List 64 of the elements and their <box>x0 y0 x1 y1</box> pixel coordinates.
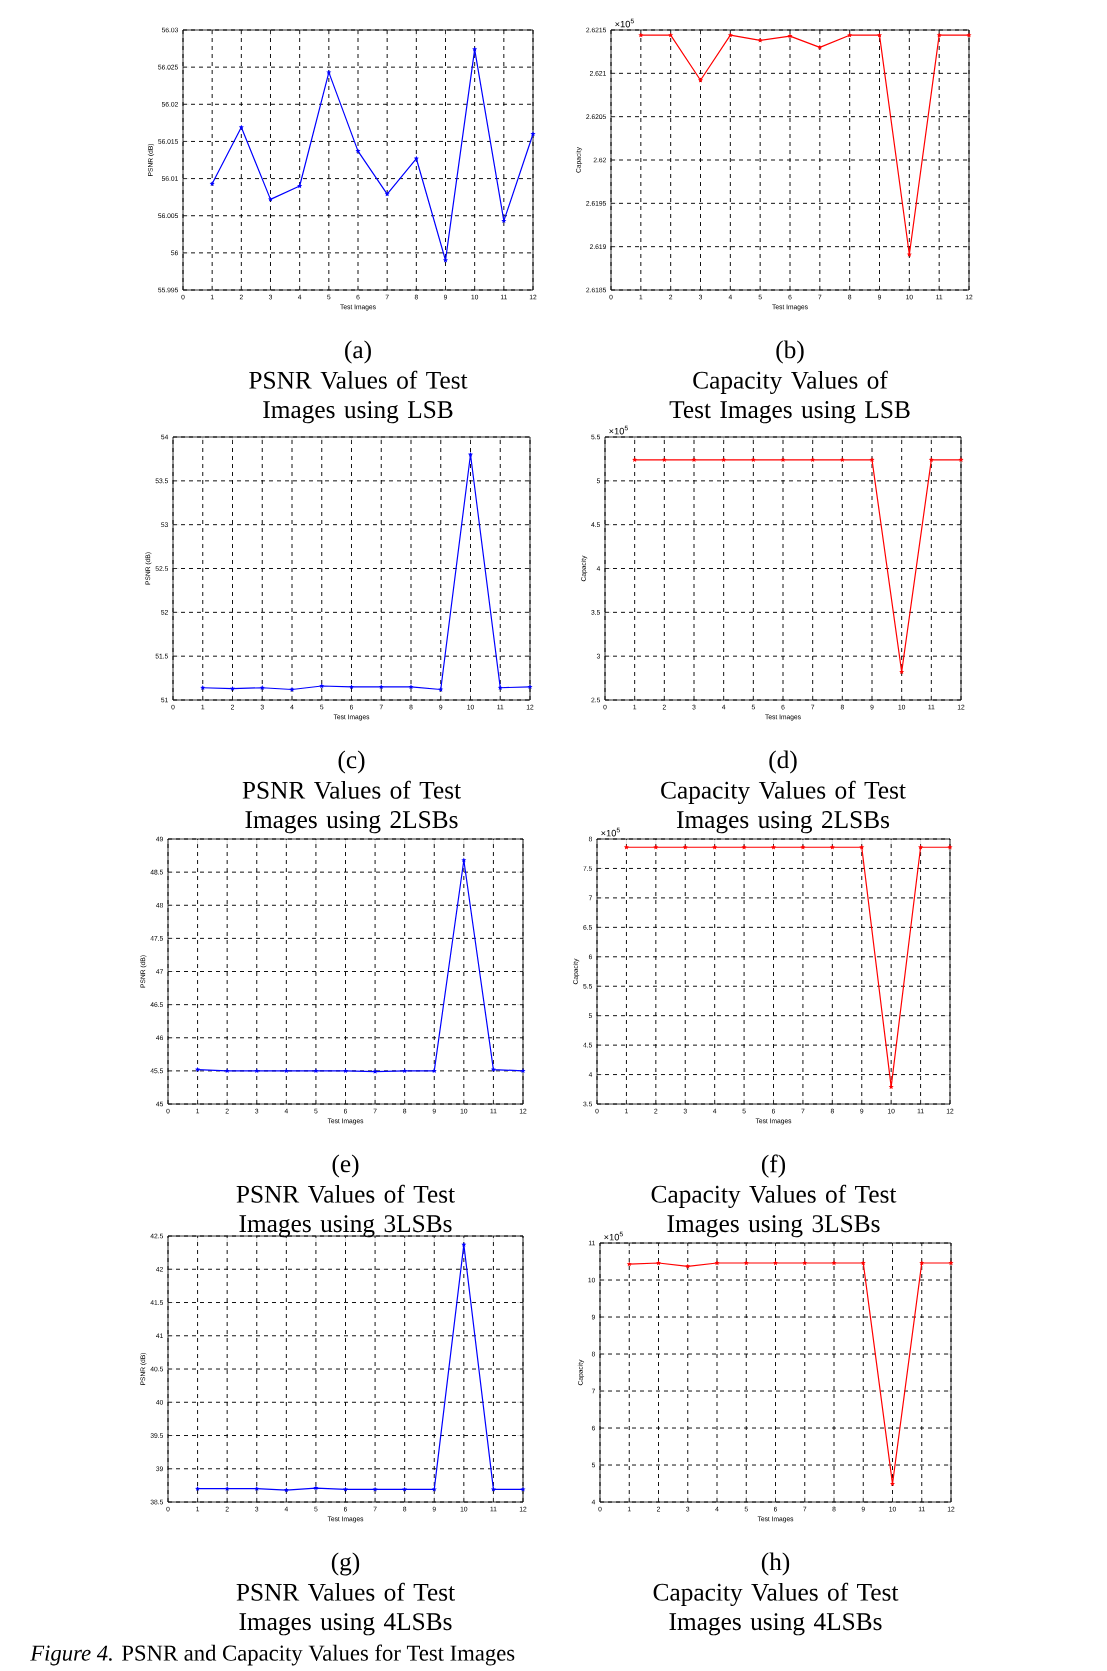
point <box>326 69 332 75</box>
point <box>697 77 704 83</box>
text: PSNR Values of Test Images using 2LSBs <box>242 780 461 834</box>
point <box>501 218 507 224</box>
point <box>402 1068 408 1074</box>
point <box>461 857 467 863</box>
text: (c) <box>338 750 365 774</box>
point <box>727 32 733 38</box>
point <box>267 196 274 202</box>
text: Capacity Values of Test Images using LSB <box>669 370 910 424</box>
point <box>384 191 390 197</box>
text: PSNR Values of Test Images using LSB <box>249 370 468 424</box>
text: ×10$^{5}$ <box>615 18 634 28</box>
point <box>685 1263 691 1269</box>
point <box>638 32 644 38</box>
text: ×10$^{5}$ <box>601 827 620 837</box>
text: (e) <box>332 1154 359 1178</box>
point <box>297 183 303 189</box>
text: (b) <box>776 340 804 364</box>
point <box>402 1486 408 1492</box>
text: (f) <box>761 1154 786 1178</box>
point <box>472 46 478 52</box>
point <box>490 1486 496 1492</box>
point <box>847 32 853 38</box>
text: ×10$^{5}$ <box>609 425 628 435</box>
point <box>919 1260 925 1266</box>
text: Capacity Values of Test Images using 4LSBs <box>653 1582 899 1636</box>
point <box>626 1261 632 1267</box>
text: PSNR Values of Test Images using 4LSBs <box>236 1582 455 1636</box>
text: Figure 4. PSNR and Capacity Values for Test Images <box>30 1644 515 1666</box>
text: Capacity Values of Test Images using 2LSBs <box>661 780 906 834</box>
point <box>372 1068 378 1074</box>
text: ×10$^{5}$ <box>604 1231 623 1241</box>
point <box>342 1068 349 1074</box>
point <box>772 1260 779 1266</box>
point <box>743 1260 749 1266</box>
point <box>195 1486 201 1491</box>
point <box>289 686 295 692</box>
point <box>668 32 674 38</box>
point <box>431 1486 437 1492</box>
text: (d) <box>769 750 797 774</box>
point <box>860 1260 866 1266</box>
point <box>876 32 883 38</box>
point <box>372 1486 378 1492</box>
point <box>431 1068 437 1074</box>
point <box>283 1068 289 1074</box>
text: PSNR Values of Test Images using 3LSBs <box>236 1184 455 1238</box>
text: (h) <box>761 1552 790 1576</box>
point <box>238 124 244 130</box>
point <box>319 683 325 689</box>
point <box>254 1068 260 1074</box>
text: (a) <box>345 340 371 364</box>
point <box>936 32 942 38</box>
point <box>817 44 823 50</box>
point <box>802 1260 808 1266</box>
point <box>283 1487 289 1493</box>
point <box>348 684 355 690</box>
point <box>655 1260 662 1266</box>
point <box>378 684 384 690</box>
point <box>342 1486 349 1492</box>
text: (g) <box>331 1552 360 1576</box>
text: Capacity Values of Test Images using 3LSBs <box>651 1184 897 1238</box>
point <box>313 1485 319 1491</box>
point <box>889 1481 896 1487</box>
